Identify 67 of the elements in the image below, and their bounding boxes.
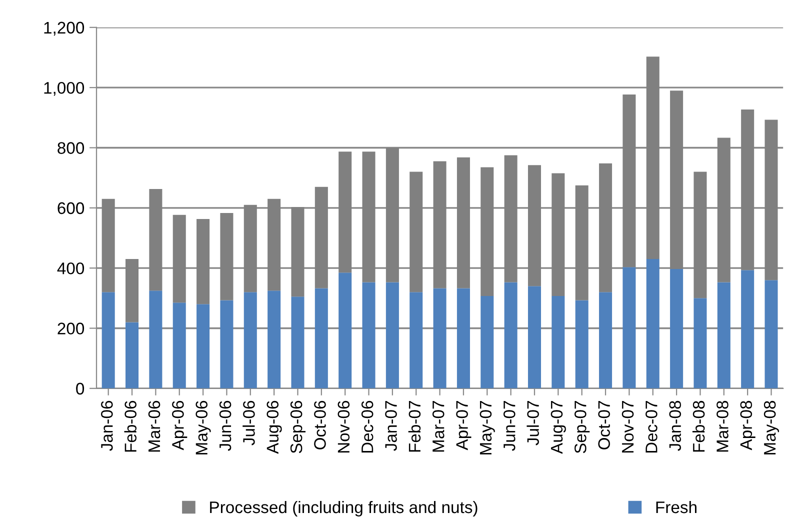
legend-label: Processed (including fruits and nuts) — [210, 500, 478, 516]
bar — [504, 282, 518, 388]
bar — [126, 322, 139, 388]
x-tick-label: Apr-07 — [456, 401, 472, 450]
y-tick-label: 600 — [58, 202, 84, 214]
x-tick-label: Jul-06 — [242, 400, 255, 446]
x-tick-label: Apr-08 — [740, 400, 756, 450]
bar — [717, 282, 730, 388]
bar — [172, 302, 186, 388]
bar — [480, 296, 494, 388]
y-tick-label: 200 — [58, 322, 84, 334]
bar — [410, 292, 423, 388]
bar — [456, 288, 470, 388]
x-tick-label: Mar-07 — [432, 401, 444, 452]
bar — [694, 298, 707, 388]
bar — [622, 267, 636, 388]
x-tick-label: Feb-08 — [692, 400, 705, 452]
y-tick-label: 0 — [76, 382, 84, 395]
bar — [386, 282, 399, 388]
x-tick-label: Aug-07 — [550, 401, 566, 454]
bar — [244, 292, 257, 388]
x-tick-label: Jan-07 — [385, 401, 397, 451]
bar — [646, 259, 660, 388]
x-tick-label: Jun-07 — [503, 401, 516, 451]
bar — [362, 282, 376, 388]
x-tick-label: Jul-07 — [526, 401, 539, 446]
bar — [314, 288, 328, 388]
bar — [268, 290, 281, 388]
x-tick-label: Jun-06 — [219, 400, 232, 451]
x-tick-label: Nov-06 — [338, 400, 350, 453]
x-tick-label: Feb-07 — [408, 401, 421, 452]
x-tick-label: Dec-06 — [361, 400, 374, 453]
bar — [552, 296, 565, 388]
y-tick-label: 400 — [57, 262, 84, 274]
x-tick-label: Jan-08 — [669, 400, 682, 451]
bar — [670, 268, 684, 388]
bar — [102, 292, 115, 388]
x-tick-label: Oct-07 — [598, 401, 610, 450]
x-tick-label: Apr-06 — [172, 400, 188, 450]
x-tick-label: Jan-06 — [101, 400, 113, 451]
bar — [149, 290, 162, 388]
bar — [599, 292, 612, 388]
x-tick-label: May-06 — [196, 400, 211, 454]
bar — [741, 270, 754, 388]
x-tick-label: Oct-06 — [314, 400, 326, 450]
bar — [433, 288, 446, 388]
x-tick-label: May-07 — [480, 401, 495, 454]
x-tick-label: May-08 — [764, 400, 780, 454]
bar — [338, 272, 352, 388]
x-tick-label: Nov-07 — [622, 401, 634, 453]
x-tick-label: Mar-08 — [716, 400, 728, 452]
bar — [575, 300, 588, 388]
x-tick-label: Sep-07 — [574, 401, 590, 454]
bar — [220, 300, 234, 388]
x-tick-label: Feb-06 — [124, 400, 136, 452]
x-tick-label: Dec-07 — [646, 401, 658, 453]
x-tick-label: Aug-06 — [266, 400, 282, 454]
x-tick-label: Sep-06 — [290, 400, 306, 454]
bar — [291, 296, 304, 388]
y-tick-label: 1,000 — [44, 82, 84, 96]
legend-label: Fresh — [656, 500, 696, 514]
x-tick-label: Mar-06 — [148, 400, 160, 452]
bar — [196, 304, 210, 388]
y-tick-label: 1,200 — [44, 22, 84, 36]
y-tick-label: 800 — [58, 142, 84, 154]
bar — [764, 280, 778, 388]
bar — [528, 286, 542, 388]
